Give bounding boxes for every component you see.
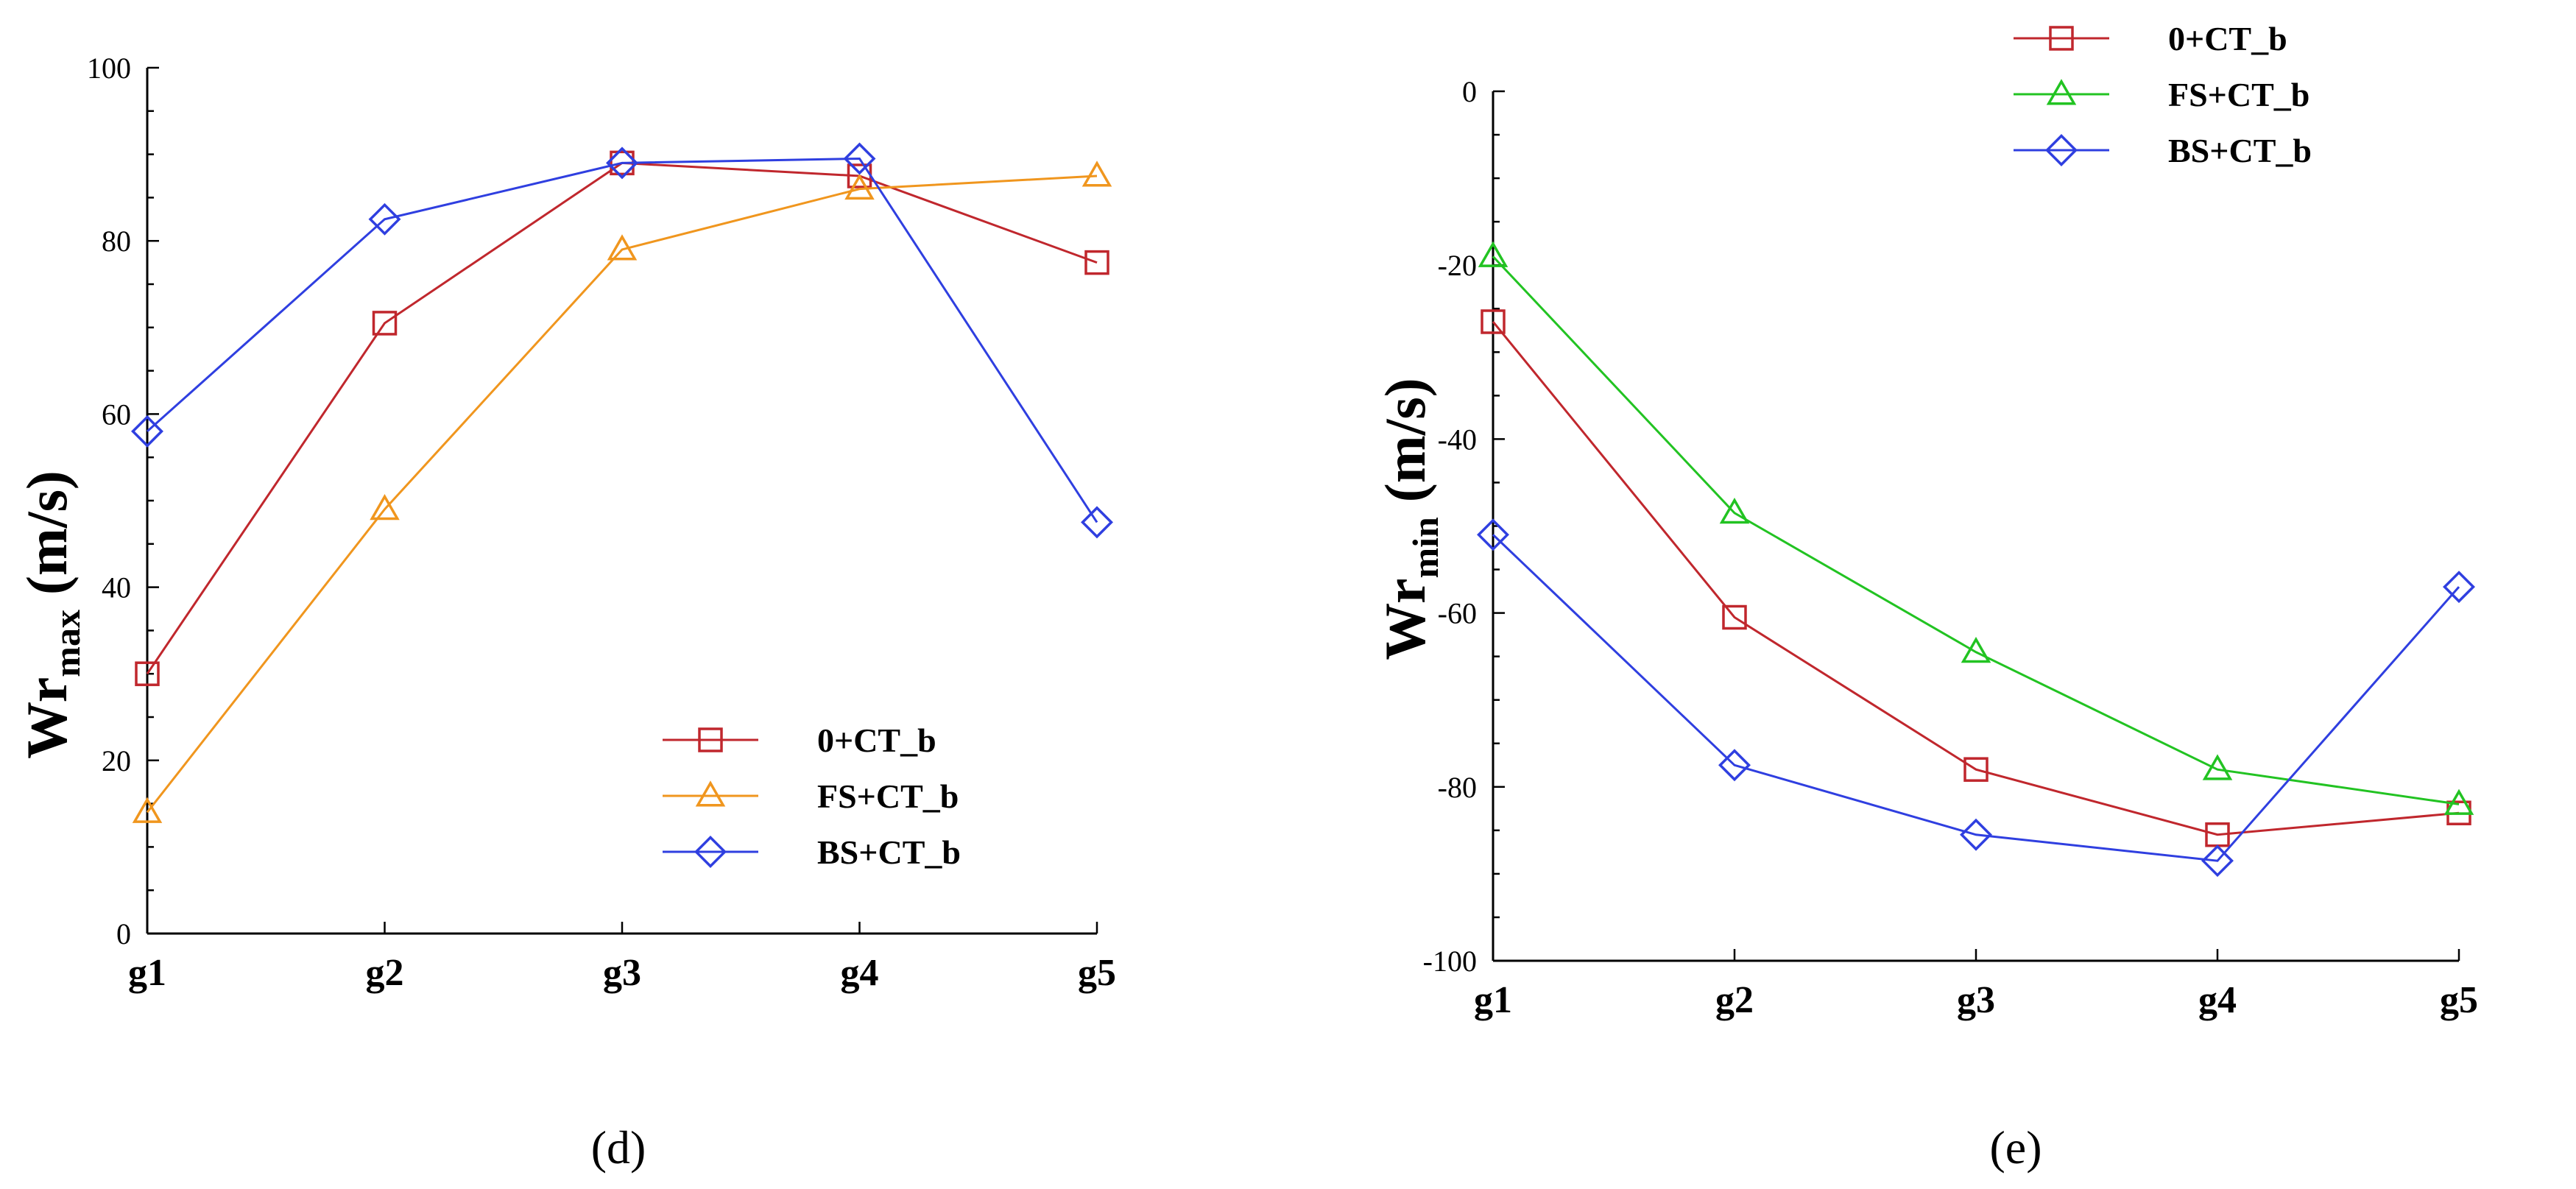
series-line-0+CT_b bbox=[146, 161, 1098, 675]
data-point bbox=[135, 661, 160, 686]
data-point bbox=[607, 234, 638, 261]
x-tick-label: g4 bbox=[841, 952, 879, 994]
data-point bbox=[132, 797, 163, 823]
data-point bbox=[1481, 309, 1506, 334]
y-tick-label: 100 bbox=[87, 52, 131, 85]
legend-label: 0+CT_b bbox=[817, 721, 936, 759]
legend-marker bbox=[2049, 26, 2074, 51]
data-point bbox=[1081, 160, 1112, 187]
chart-e-axes: -100 -80 -60 -40 -20 0 g1 g2 g3 g4 g5 bbox=[1423, 75, 2478, 1021]
x-tick-label: g3 bbox=[603, 952, 641, 994]
legend-label: FS+CT_b bbox=[817, 777, 959, 815]
data-point bbox=[1719, 498, 1750, 524]
chart-e-series bbox=[1477, 241, 2475, 878]
data-point bbox=[2443, 788, 2474, 815]
y-tick-label: -20 bbox=[1438, 249, 1477, 282]
legend-label: 0+CT_b bbox=[2168, 20, 2287, 57]
x-tick-label: g2 bbox=[366, 952, 404, 994]
y-tick-label: 40 bbox=[102, 571, 131, 604]
data-point bbox=[131, 414, 163, 448]
chart-d-series bbox=[131, 142, 1113, 823]
data-point bbox=[1722, 604, 1747, 630]
chart-e-ylabel: Wrmin(m/s) bbox=[1373, 378, 1446, 660]
data-point bbox=[1477, 518, 1509, 551]
chart-d-ylabel: Wrmax(m/s) bbox=[15, 470, 88, 759]
data-point bbox=[2443, 571, 2475, 604]
chart-e-plot: -100 -80 -60 -40 -20 0 g1 g2 g3 g4 g5 0+CT_b FS+CT_… bbox=[1373, 20, 2478, 1174]
data-point bbox=[1960, 818, 1992, 851]
chart-e-panel-label: (e) bbox=[1989, 1121, 2042, 1174]
legend-marker bbox=[694, 836, 727, 868]
data-point bbox=[372, 311, 398, 336]
chart-d-axes: 0 20 40 60 80 100 g1 g2 g3 g4 g5 bbox=[87, 52, 1116, 994]
data-point bbox=[1081, 506, 1113, 539]
y-tick-label: 20 bbox=[102, 744, 131, 777]
y-tick-label: 60 bbox=[102, 398, 131, 431]
chart-d-labels: Wrmax(m/s) (d) bbox=[15, 470, 646, 1174]
series-line-FS+CT_b bbox=[1492, 255, 2460, 805]
legend-marker bbox=[698, 727, 723, 752]
legend-label: BS+CT_b bbox=[2168, 132, 2312, 169]
legend-label: BS+CT_b bbox=[817, 833, 961, 871]
legend-marker bbox=[695, 780, 726, 807]
y-tick-label: 80 bbox=[102, 225, 131, 258]
chart-e-labels: Wrmin(m/s) (e) bbox=[1373, 378, 2042, 1174]
data-point bbox=[844, 173, 875, 200]
data-point bbox=[1961, 636, 1991, 663]
x-tick-label: g1 bbox=[128, 952, 166, 994]
data-point bbox=[2202, 754, 2233, 780]
x-tick-label: g1 bbox=[1474, 979, 1512, 1021]
legend-label: FS+CT_b bbox=[2168, 76, 2309, 113]
series-line-BS+CT_b bbox=[1492, 534, 2460, 862]
y-tick-label: -100 bbox=[1423, 945, 1477, 978]
data-point bbox=[370, 493, 400, 521]
data-point bbox=[843, 142, 876, 175]
data-point bbox=[606, 147, 638, 180]
y-tick-label: -60 bbox=[1438, 597, 1477, 630]
chart-d-panel-label: (d) bbox=[591, 1121, 646, 1174]
x-tick-label: g3 bbox=[1957, 979, 1995, 1021]
y-tick-label: -80 bbox=[1438, 771, 1477, 804]
data-point bbox=[1478, 241, 1508, 267]
x-tick-label: g4 bbox=[2198, 979, 2237, 1021]
y-tick-label: 0 bbox=[116, 917, 131, 950]
legend-marker bbox=[2045, 134, 2078, 166]
series-line-0+CT_b bbox=[1492, 321, 2460, 836]
legend-marker bbox=[2046, 79, 2077, 105]
x-tick-label: g5 bbox=[1078, 952, 1116, 994]
chart-d-legend: 0+CT_b FS+CT_b BS+CT_b bbox=[663, 721, 961, 871]
data-point bbox=[2201, 844, 2234, 878]
data-point bbox=[1084, 250, 1109, 275]
chart-e-legend: 0+CT_b FS+CT_b BS+CT_b bbox=[2014, 20, 2312, 169]
chart-d-plot: 0 20 40 60 80 100 g1 g2 g3 g4 g5 0+CT_b FS+CT_b BS+C… bbox=[15, 52, 1116, 1174]
data-point bbox=[368, 202, 401, 236]
x-tick-label: g5 bbox=[2440, 979, 2478, 1021]
y-tick-label: 0 bbox=[1462, 75, 1477, 108]
data-point bbox=[1718, 749, 1751, 782]
x-tick-label: g2 bbox=[1715, 979, 1754, 1021]
series-line-FS+CT_b bbox=[146, 174, 1098, 814]
y-tick-label: -40 bbox=[1438, 423, 1477, 456]
data-point bbox=[1963, 757, 1989, 782]
series-line-BS+CT_b bbox=[147, 157, 1098, 523]
